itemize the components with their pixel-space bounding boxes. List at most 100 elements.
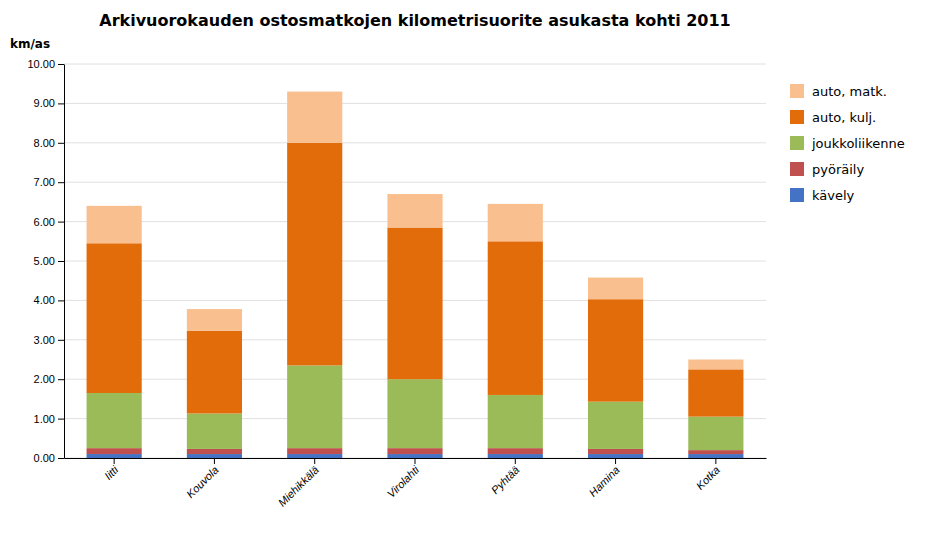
legend-label: kävely [812,188,855,203]
legend-item: joukkoliikenne [790,136,905,151]
bar-segment [488,448,543,454]
tick-mark [58,143,64,144]
tick: 5.00 [34,255,64,267]
tick: 10.00 [27,58,64,70]
tick: Kouvola [184,458,221,500]
tick: Virolahti [385,458,422,500]
bar-segment [688,450,743,454]
tick-label: Kouvola [184,464,221,501]
tick: 4.00 [34,294,64,306]
bar-segment [87,393,142,448]
tick-label: 7.00 [34,176,55,188]
series [87,143,744,417]
tick-label: Virolahti [385,463,422,500]
bar-segment [387,379,442,448]
bar-segment [187,413,242,448]
bar-segment [387,228,442,380]
bar-segment [488,454,543,458]
tick: 8.00 [34,137,64,149]
tick: 1.00 [34,413,64,425]
bar-segment [187,309,242,331]
bar-segment [588,299,643,401]
legend-swatch [790,136,804,150]
series [87,454,744,458]
bar-segment [688,417,743,450]
bar-segment [387,448,442,454]
legend-label: auto, matk. [812,84,887,99]
series [87,92,744,370]
bar-segment [688,454,743,458]
tick: 7.00 [34,176,64,188]
tick-mark [214,458,215,464]
x-axis: Iitti Kouvola Miehikkälä Virolahti Pyhtää Ham… [65,458,767,509]
tick-mark [58,300,64,301]
tick-label: Miehikkälä [276,464,321,509]
tick-mark [58,182,64,183]
y-label: km/as [10,37,50,51]
tick-label: 4.00 [34,294,55,306]
tick-mark [58,379,64,380]
bar-segment [588,278,643,300]
tick-label: 5.00 [34,255,55,267]
bar-segment [488,241,543,395]
bar-segment [87,206,142,243]
tick-mark [58,458,64,459]
bar-segment [488,204,543,241]
tick: Miehikkälä [276,458,321,509]
bar-segment [688,360,743,370]
legend-item: auto, matk. [790,84,887,99]
tick-mark [58,103,64,104]
bar-segment [87,243,142,393]
legend-swatch [790,188,804,202]
tick: Pyhtää [489,458,522,496]
legend-swatch [790,84,804,98]
legend-item: kävely [790,188,855,203]
bar-segment [87,454,142,458]
tick: 0.00 [34,452,64,464]
grid [64,64,766,458]
bar-segment [287,448,342,454]
grid-line [64,182,766,183]
bar-segment [688,369,743,416]
grid-line [64,142,766,143]
bar-segment [287,454,342,458]
axis-domain [64,65,65,459]
tick: 3.00 [34,334,64,346]
tick-label: 9.00 [34,97,55,109]
bar-segment [187,449,242,454]
bar-segment [588,454,643,458]
tick-mark [58,64,64,65]
tick-label: Iitti [102,463,121,482]
bar-segment [588,402,643,449]
bar-segment [87,448,142,454]
tick: 9.00 [34,97,64,109]
tick-label: 0.00 [34,452,55,464]
tick-mark [515,458,516,464]
tick: 6.00 [34,216,64,228]
legend-label: pyöräily [812,162,864,177]
grid-line [64,103,766,104]
tick: Kotka [694,458,722,492]
tick-mark [58,340,64,341]
chart: 0.00 1.00 2.00 3.00 4.00 5.00 6.00 7.00 8.00 9.00… [0,0,946,548]
legend: auto, matk. auto, kulj. joukkoliikenne pyör… [790,84,905,203]
bar-segment [187,331,242,414]
tick-mark [114,458,115,464]
title: Arkivuorokauden ostosmatkojen kilometris… [99,11,731,30]
tick-mark [415,458,416,464]
bar-segment [287,365,342,448]
legend-swatch [790,110,804,124]
tick-label: 8.00 [34,137,55,149]
tick-mark [58,419,64,420]
tick-label: Pyhtää [489,464,522,497]
bar-segment [387,454,442,458]
tick: 2.00 [34,373,64,385]
legend-item: pyöräily [790,162,864,177]
tick: Hamina [587,458,622,499]
legend-label: auto, kulj. [812,110,876,125]
bar-segment [488,395,543,448]
tick-label: Kotka [694,464,722,492]
grid-line [64,64,766,65]
tick-label: 3.00 [34,334,55,346]
bar-segment [588,449,643,454]
